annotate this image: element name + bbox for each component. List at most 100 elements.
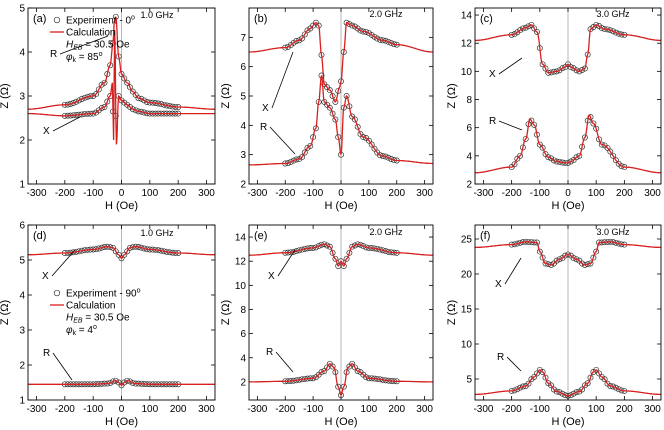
x-tick-label: -300: [26, 404, 46, 415]
x-tick-label: -100: [83, 404, 103, 415]
x-tick-label: -300: [247, 188, 267, 199]
experiment-marker-R: [287, 158, 294, 165]
experiment-marker-X: [607, 27, 614, 34]
experiment-marker-X: [340, 263, 347, 269]
panel-f: -300 -200 -100 0 100 200 300 5 10 15 20 25 H (Oe) Z (…: [446, 224, 662, 428]
legend-calculation-label: Calculation: [66, 301, 115, 312]
experiment-marker-R: [539, 369, 546, 375]
x-tick-label: 300: [198, 404, 215, 415]
experiment-marker-R: [377, 152, 383, 159]
experiment-marker-X: [584, 261, 591, 268]
x-axis-label: H (Oe): [552, 416, 585, 428]
calculation-line-R: [28, 16, 215, 110]
y-tick-label: 15: [461, 305, 473, 316]
panel-label: (a): [33, 13, 46, 25]
x-tick-label: 0: [119, 404, 125, 415]
experiment-marker-X: [326, 243, 333, 250]
experiment-marker-X: [612, 239, 619, 246]
experiment-marker-R: [559, 390, 566, 397]
experiment-marker-X: [374, 35, 381, 42]
experiment-marker-X: [579, 67, 586, 73]
experiment-marker-X: [301, 31, 308, 38]
experiment-marker-R: [567, 158, 574, 165]
curve-pointer-R: [52, 352, 73, 381]
y-tick-label: 14: [461, 11, 473, 22]
experiment-marker-R: [127, 84, 133, 91]
experiment-marker-R: [542, 374, 549, 381]
calculation-line-X: [475, 241, 661, 266]
experiment-marker-X: [299, 35, 305, 42]
y-tick-label: 4: [19, 48, 25, 59]
curve-pointer-X: [51, 249, 76, 277]
y-tick-label: 10: [235, 281, 247, 292]
x-tick-label: 300: [644, 404, 661, 415]
calculation-line-X: [249, 22, 433, 103]
experiment-marker-X: [385, 38, 392, 45]
curve-label-R: R: [43, 348, 50, 359]
legend-experiment-marker: [53, 16, 61, 24]
y-tick-label: 2: [466, 180, 472, 191]
experiment-marker-X: [573, 67, 580, 74]
calculation-line-X: [475, 24, 661, 74]
experiment-marker-R: [73, 98, 80, 105]
experiment-marker-X: [388, 40, 395, 47]
experiment-marker-R: [385, 154, 392, 161]
curve-label-R: R: [497, 352, 504, 363]
experiment-marker-X: [534, 28, 540, 35]
experiment-marker-R: [351, 116, 358, 123]
experiment-marker-R: [525, 380, 532, 387]
plot-area: [475, 21, 661, 174]
experiment-marker-X: [360, 243, 367, 250]
calculation-line-X: [28, 29, 215, 145]
experiment-marker-X: [542, 65, 549, 72]
experiment-marker-X: [121, 251, 128, 258]
legend-heb: HEB = 30.5 Oe: [66, 40, 130, 52]
experiment-marker-R: [548, 382, 555, 389]
experiment-marker-X: [324, 242, 331, 249]
curve-label-R: R: [266, 347, 273, 358]
legend-phi: φk = 4o: [66, 324, 97, 337]
y-axis-label: Z (Ω): [0, 300, 11, 325]
experiment-marker-R: [351, 364, 358, 371]
experiment-marker-X: [573, 256, 580, 263]
calculation-line-R: [249, 75, 433, 166]
experiment-marker-X: [332, 98, 339, 105]
y-tick-label: 14: [235, 233, 247, 244]
x-axis-label: H (Oe): [325, 416, 358, 428]
experiment-marker-X: [612, 29, 619, 36]
experiment-marker-X: [296, 247, 303, 254]
experiment-marker-X: [559, 65, 566, 72]
y-tick-label: 2: [240, 180, 246, 191]
curve-label-X: X: [42, 271, 49, 282]
experiment-marker-R: [514, 386, 521, 393]
experiment-marker-X: [343, 255, 350, 262]
curve-pointer-X: [498, 57, 523, 75]
experiment-marker-R: [329, 363, 336, 370]
experiment-marker-X: [293, 38, 300, 44]
experiment-marker-X: [593, 248, 600, 255]
y-axis-label: Z (Ω): [446, 83, 458, 108]
x-tick-label: -200: [502, 404, 522, 415]
plot-area: [475, 238, 661, 399]
y-tick-label: 2: [19, 361, 25, 372]
curve-label-R: R: [50, 49, 57, 60]
experiment-marker-R: [618, 163, 625, 170]
experiment-marker-R: [607, 148, 614, 155]
experiment-marker-R: [338, 392, 344, 399]
experiment-marker-X: [104, 98, 111, 105]
panel-b: -300 -200 -100 0 100 200 300 2 3 4 5 6 7 H (Oe) Z (Ω) (…: [220, 7, 434, 212]
axes-frame: [248, 224, 434, 401]
x-tick-label: 100: [588, 404, 605, 415]
experiment-marker-X: [536, 248, 543, 255]
y-tick-label: 8: [466, 95, 472, 106]
y-tick-label: 6: [240, 62, 246, 73]
curve-label-R: R: [489, 116, 496, 127]
curve-pointer-R: [59, 35, 109, 55]
panel-label: (b): [254, 13, 267, 25]
y-tick-label: 4: [19, 291, 25, 302]
experiment-marker-R: [517, 384, 524, 391]
experiment-marker-R: [343, 93, 350, 99]
experiment-marker-R: [590, 120, 597, 127]
legend-experiment-label: Experiment - 0o: [66, 15, 135, 27]
curve-pointer-R: [269, 126, 296, 155]
